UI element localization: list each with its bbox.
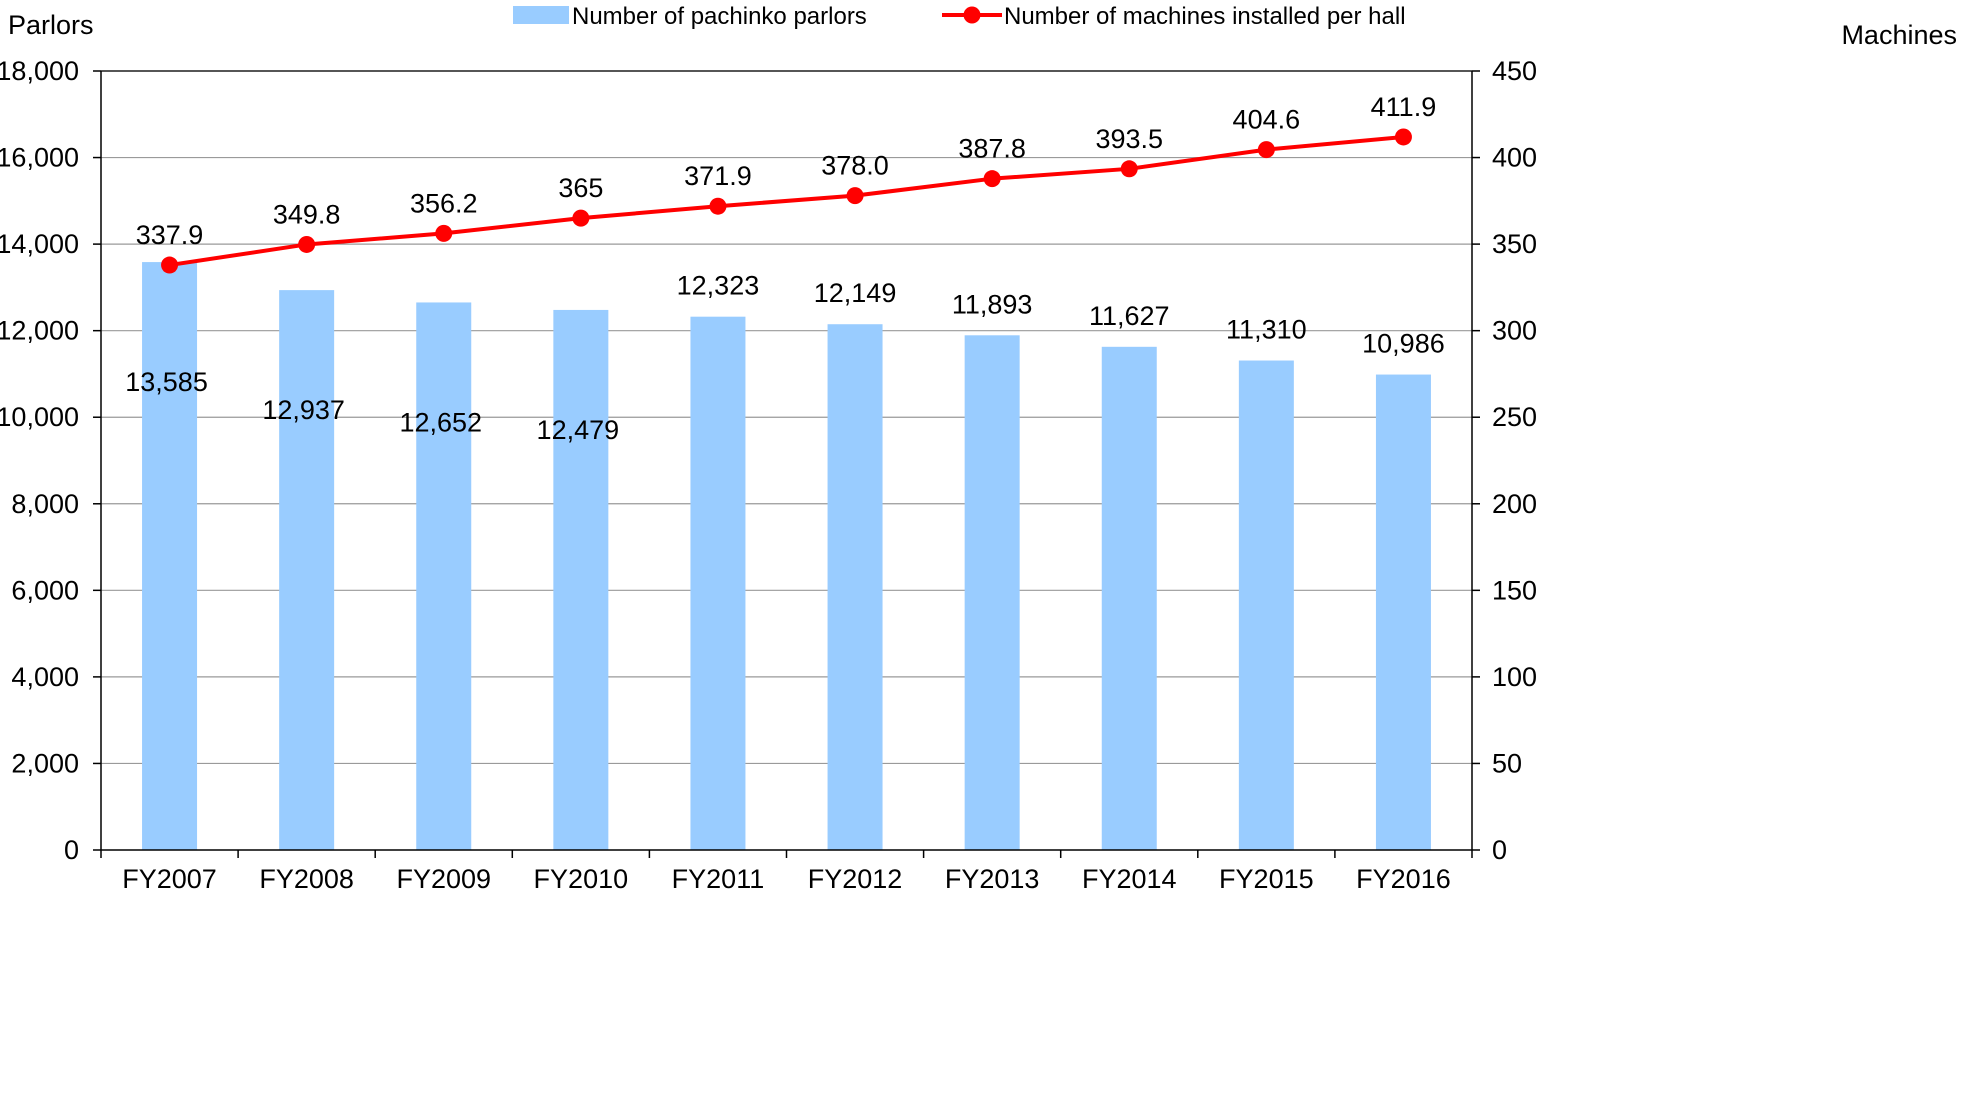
machines-point-fy2011 [709,197,727,215]
right-tick-label: 350 [1492,229,1537,259]
line-series [161,128,1412,274]
left-tick-label: 12,000 [0,316,79,346]
line-data-label: 337.9 [136,220,204,250]
right-tick-label: 100 [1492,662,1537,692]
bar-series [142,262,1431,851]
line-data-label: 393.5 [1095,124,1163,154]
bar-fy2012 [827,324,883,851]
bar-fy2008 [279,290,335,851]
right-tick-label: 50 [1492,748,1522,778]
machines-point-fy2016 [1394,128,1412,146]
line-data-label: 356.2 [410,188,478,218]
x-tick-label: FY2014 [1082,864,1177,894]
x-tick-label: FY2010 [534,864,629,894]
x-tick-label: FY2008 [259,864,354,894]
bar-data-label: 12,479 [537,415,620,445]
bar-fy2009 [416,302,472,850]
x-tick-label: FY2009 [396,864,491,894]
left-tick-label: 0 [64,835,79,865]
legend-swatch-machines-marker [963,6,981,24]
right-axis-unit: Machines [1841,20,1957,50]
bar-data-label: 11,893 [952,289,1033,319]
machines-point-fy2013 [983,170,1001,188]
x-tick-label: FY2016 [1356,864,1451,894]
line-data-label: 371.9 [684,161,752,191]
bar-fy2010 [553,309,609,850]
bar-data-label: 12,323 [677,271,760,301]
line-data-label: 349.8 [273,199,341,229]
left-axis-unit: Parlors [8,10,94,40]
machines-point-fy2014 [1120,160,1138,178]
bar-data-label: 11,627 [1089,301,1170,331]
left-tick-label: 14,000 [0,229,79,259]
bar-data-label: 11,310 [1226,315,1307,345]
axes: 0 2,000 4,000 6,000 8,000 10,000 12,000 14,000 1… [0,56,1537,894]
bar-data-label: 12,937 [262,395,345,425]
right-tick-label: 0 [1492,835,1507,865]
machines-point-fy2012 [846,187,864,205]
right-tick-label: 400 [1492,143,1537,173]
x-tick-label: FY2013 [945,864,1040,894]
x-tick-label: FY2012 [808,864,903,894]
left-tick-label: 8,000 [11,489,79,519]
bar-fy2016 [1375,374,1431,850]
right-tick-label: 300 [1492,316,1537,346]
left-tick-label: 2,000 [11,748,79,778]
right-tick-label: 250 [1492,402,1537,432]
bar-data-label: 13,585 [125,367,208,397]
bar-fy2015 [1238,360,1294,850]
bar-data-label: 10,986 [1362,329,1445,359]
bar-fy2007 [142,262,198,850]
line-data-label: 378.0 [821,151,889,181]
legend: Number of pachinko parlors Number of mach… [513,3,1406,30]
machines-point-fy2009 [435,224,453,242]
left-tick-label: 4,000 [11,662,79,692]
x-tick-label: FY2007 [122,864,217,894]
legend-label-machines: Number of machines installed per hall [1004,3,1406,30]
left-tick-label: 16,000 [0,143,79,173]
machines-line [169,134,1404,268]
bar-data-label: 12,149 [814,278,897,308]
right-tick-label: 450 [1492,56,1537,86]
line-data-label: 404.6 [1233,105,1301,135]
line-data-label: 387.8 [958,134,1026,164]
bar-fy2011 [690,316,746,850]
data-labels: 337.9 349.8 356.2 365 371.9 378.0 387.8 393.5 40… [125,92,1444,445]
left-tick-label: 10,000 [0,402,79,432]
machines-point-fy2007 [161,256,179,274]
legend-swatch-parlors [513,6,569,24]
x-tick-label: FY2015 [1219,864,1314,894]
bar-data-label: 12,652 [399,407,482,437]
line-data-label: 411.9 [1371,92,1437,122]
bar-fy2014 [1101,346,1157,850]
left-tick-label: 6,000 [11,575,79,605]
machines-point-fy2010 [572,209,590,227]
legend-label-parlors: Number of pachinko parlors [572,3,867,30]
x-tick-label: FY2011 [672,864,765,894]
bar-fy2013 [964,335,1020,851]
right-tick-label: 200 [1492,489,1537,519]
machines-point-fy2008 [298,235,316,253]
line-data-label: 365 [558,173,603,203]
machines-point-fy2015 [1257,141,1275,159]
right-tick-label: 150 [1492,575,1537,605]
left-tick-label: 18,000 [0,56,79,86]
